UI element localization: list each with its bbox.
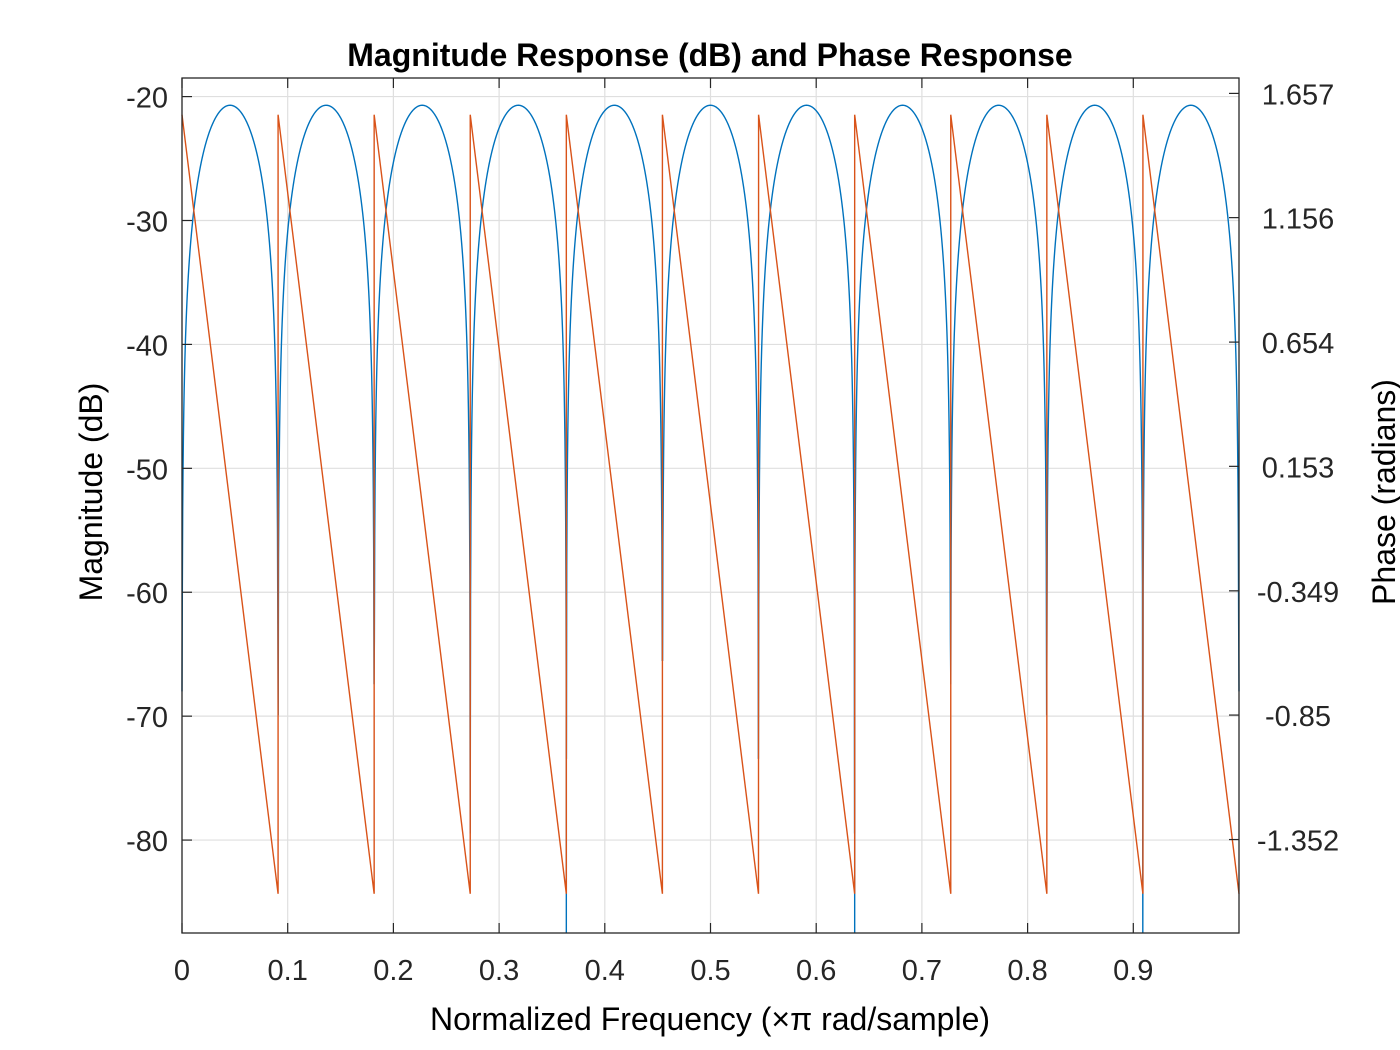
y-left-tick-label: -30 <box>126 207 168 239</box>
y-right-tick-label: -0.85 <box>1265 701 1331 733</box>
y-left-tick-label: -20 <box>126 83 168 115</box>
x-tick-label: 0.5 <box>690 955 730 987</box>
x-tick-label: 0.9 <box>1113 955 1153 987</box>
x-axis-label: Normalized Frequency (×π rad/sample) <box>430 1001 990 1037</box>
y-left-tick-label: -50 <box>126 454 168 486</box>
y-right-tick-label: 0.654 <box>1262 328 1335 360</box>
x-tick-label: 0.4 <box>585 955 625 987</box>
chart-title: Magnitude Response (dB) and Phase Respon… <box>347 37 1072 73</box>
x-tick-label: 0.7 <box>902 955 942 987</box>
y-left-tick-label: -70 <box>126 702 168 734</box>
y-left-tick-label: -40 <box>126 330 168 362</box>
x-tick-label: 0.3 <box>479 955 519 987</box>
y-right-tick-label: 0.153 <box>1262 452 1335 484</box>
x-tick-label: 0.6 <box>796 955 836 987</box>
y-left-tick-label: -80 <box>126 826 168 858</box>
y-right-tick-label: 1.657 <box>1262 79 1335 111</box>
ticks: 0 0.1 0.2 0.3 0.4 0.5 0.6 0.7 0.8 0.9 -80 -70 -60 -50… <box>126 78 1339 987</box>
y-left-tick-label: -60 <box>126 578 168 610</box>
phase-line <box>181 114 1240 894</box>
y-axis-label-left: Magnitude (dB) <box>73 383 109 602</box>
series-layer <box>181 104 1240 934</box>
x-tick-label: 0.8 <box>1007 955 1047 987</box>
y-right-tick-label: 1.156 <box>1262 204 1335 236</box>
magnitude-line <box>181 104 1240 934</box>
x-tick-label: 0 <box>174 955 190 987</box>
y-right-tick-label: -1.352 <box>1257 826 1339 858</box>
x-tick-label: 0.2 <box>373 955 413 987</box>
x-tick-label: 0.1 <box>268 955 308 987</box>
grid <box>181 78 1239 933</box>
y-axis-label-right: Phase (radians) <box>1366 379 1400 605</box>
y-right-tick-label: -0.349 <box>1257 577 1339 609</box>
